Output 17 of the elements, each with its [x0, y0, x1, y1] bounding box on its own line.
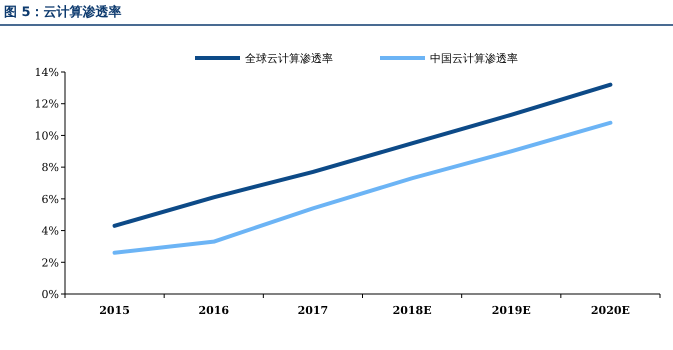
y-tick-label: 8%	[42, 161, 59, 174]
y-tick-label: 12%	[34, 98, 59, 111]
y-tick-label: 0%	[42, 288, 59, 301]
x-tick-label: 2020E	[590, 304, 630, 317]
x-tick-label: 2018E	[392, 304, 432, 317]
legend-label: 中国云计算渗透率	[430, 52, 518, 65]
legend-label: 全球云计算渗透率	[245, 52, 333, 65]
y-tick-label: 2%	[42, 256, 59, 270]
x-tick-label: 2019E	[492, 304, 531, 317]
y-tick-label: 10%	[34, 129, 59, 142]
y-tick-label: 4%	[42, 224, 59, 238]
y-tick-label: 6%	[42, 192, 59, 206]
x-tick-label: 2016	[198, 304, 230, 317]
y-tick-label: 14%	[34, 66, 59, 79]
x-tick-label: 2017	[298, 304, 328, 317]
title: 图 5：云计算渗透率	[4, 5, 122, 20]
x-tick-label: 2015	[99, 304, 130, 317]
